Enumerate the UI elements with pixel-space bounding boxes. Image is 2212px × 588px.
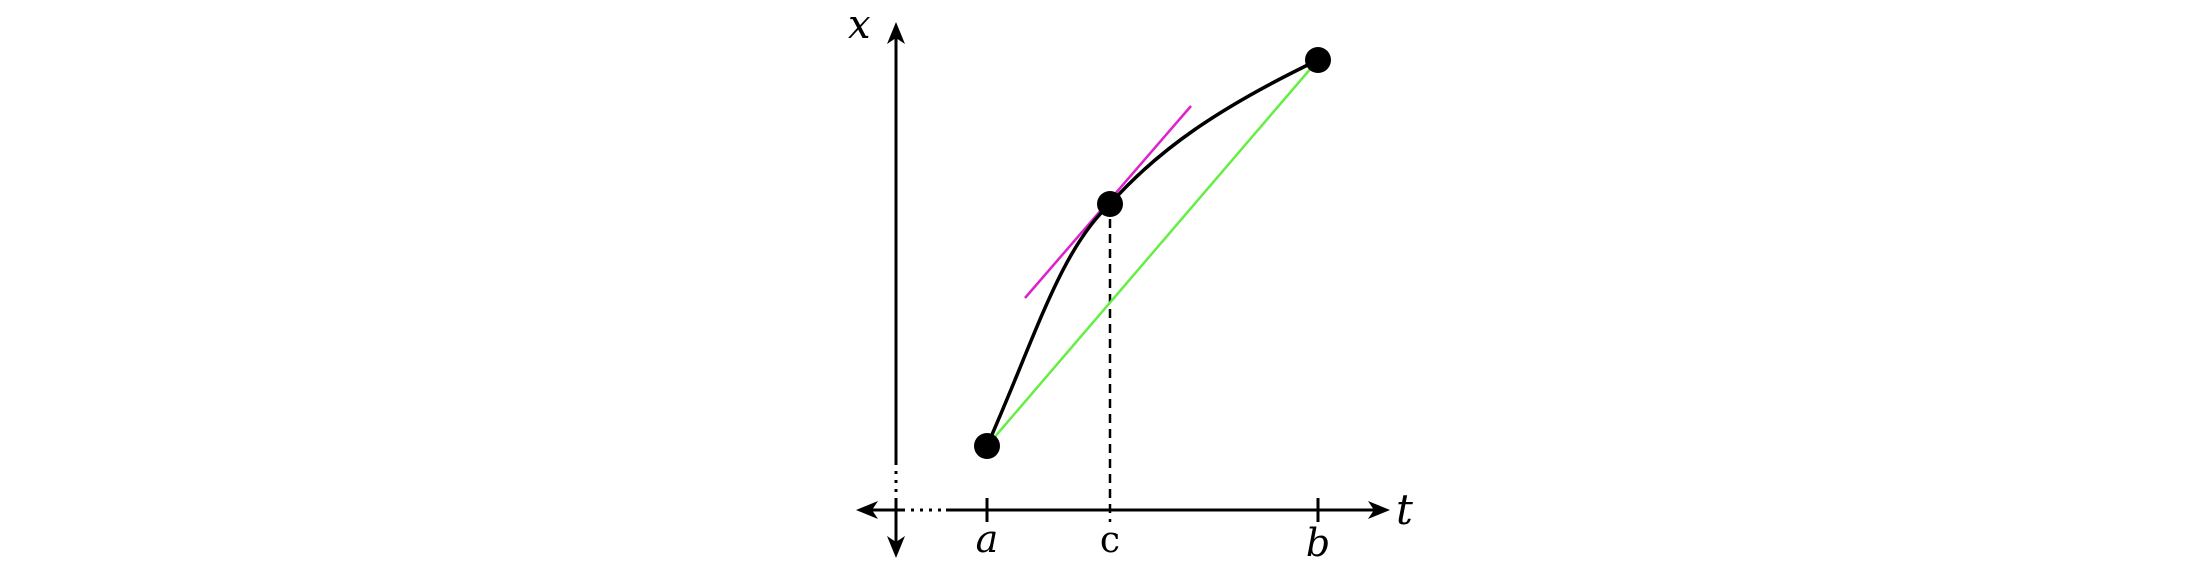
tick-c-label: c [1100, 520, 1120, 561]
vertical-axis-down-arrowhead [887, 536, 905, 558]
horizontal-axis [856, 501, 1390, 519]
horizontal-axis-left-arrowhead [856, 501, 878, 519]
point-a [974, 433, 1000, 459]
horizontal-axis-label: t [1396, 485, 1413, 534]
secant-line [986, 59, 1319, 447]
point-c [1097, 191, 1123, 217]
vertical-axis-up-arrowhead [887, 22, 905, 44]
tick-a-label: a [976, 517, 999, 561]
horizontal-axis-right-arrowhead [1368, 501, 1390, 519]
tick-b-label: b [1306, 521, 1330, 565]
vertical-axis-label: x [848, 2, 871, 48]
vertical-axis [887, 22, 905, 558]
point-b [1305, 47, 1331, 73]
